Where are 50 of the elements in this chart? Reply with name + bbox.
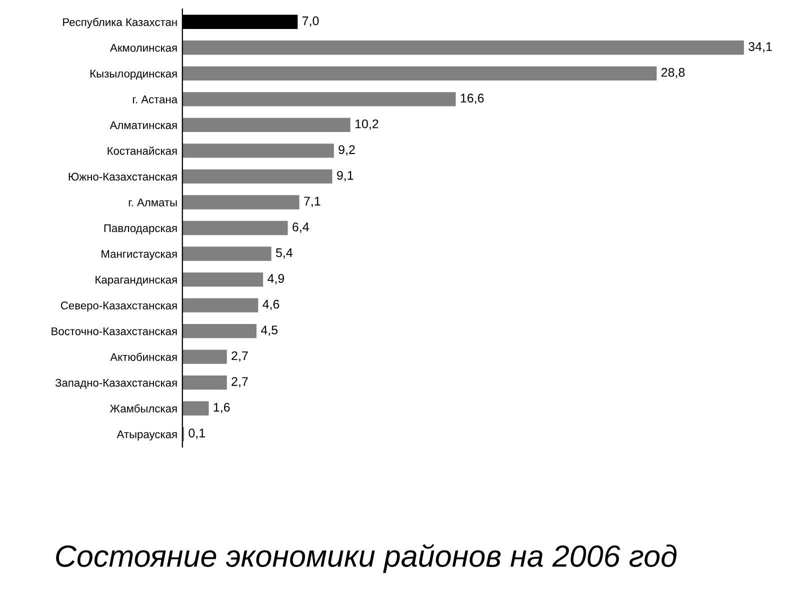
bar xyxy=(182,298,258,312)
bar xyxy=(182,272,264,287)
data-label: 0,1 xyxy=(188,428,205,439)
y-tick-label: Северо-Казахстанская xyxy=(60,302,177,312)
y-tick-label: Алматинская xyxy=(110,121,177,130)
bar xyxy=(182,246,272,261)
bar xyxy=(182,118,350,132)
data-label: 16,6 xyxy=(460,94,484,104)
y-tick-label: Актюбинская xyxy=(110,352,177,361)
y-tick-label: Республика Казахстан xyxy=(63,18,177,28)
bar xyxy=(182,195,300,210)
bar xyxy=(182,401,209,416)
data-label: 9,2 xyxy=(338,145,355,156)
data-label: 4,5 xyxy=(260,326,278,336)
bar xyxy=(182,169,332,184)
text: Состояние экономики районов на 2006 год xyxy=(56,544,677,573)
y-tick-label: Южно-Казахстанская xyxy=(68,172,177,181)
bar xyxy=(182,66,657,80)
bar xyxy=(182,350,227,364)
y-tick-label: г. Алматы xyxy=(128,198,177,206)
data-label: 2,7 xyxy=(232,377,248,388)
data-label: 6,4 xyxy=(292,222,309,233)
data-label: 9,1 xyxy=(337,170,354,182)
data-label: 2,7 xyxy=(232,351,248,362)
data-label: 10,2 xyxy=(355,119,378,130)
bar xyxy=(182,220,288,236)
data-label: 4,9 xyxy=(268,274,284,284)
y-tick-label: Карагандинская xyxy=(96,276,177,286)
data-label: 1,6 xyxy=(214,402,230,414)
data-label: 4,6 xyxy=(262,300,280,310)
y-tick-label: Атырауская xyxy=(116,430,177,440)
bar xyxy=(182,324,257,338)
bar xyxy=(182,92,456,106)
bar xyxy=(182,144,334,158)
data-label: 7,1 xyxy=(304,196,320,208)
data-label: 28,8 xyxy=(661,68,685,78)
y-tick-label: Кызылординская xyxy=(90,70,177,80)
y-tick-label: Западно-Казахстанская xyxy=(55,378,177,389)
data-label: 34,1 xyxy=(748,42,772,52)
y-tick-label: Акмолинская xyxy=(110,44,177,52)
y-tick-label: г. Астана xyxy=(133,96,178,104)
y-tick-label: Восточно-Казахстанская xyxy=(52,327,177,336)
y-tick-label: Павлодарская xyxy=(104,224,177,234)
data-label: 7,0 xyxy=(302,16,319,27)
y-tick-label: Жамбылская xyxy=(110,404,177,412)
data-label: 5,4 xyxy=(276,248,292,259)
y-tick-label: Костанайская xyxy=(108,146,177,155)
bar xyxy=(182,376,227,390)
y-tick-label: Мангистауская xyxy=(102,250,177,260)
bar xyxy=(182,40,744,55)
